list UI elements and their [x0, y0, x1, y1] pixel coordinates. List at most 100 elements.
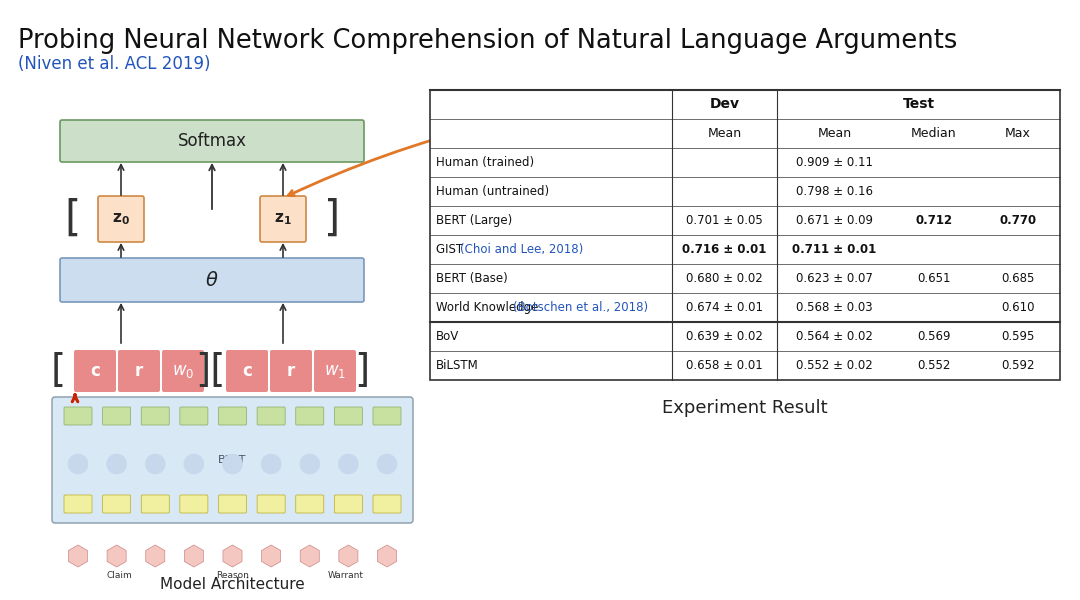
Circle shape [261, 454, 281, 474]
Text: GIST: GIST [436, 243, 467, 256]
FancyBboxPatch shape [180, 407, 207, 425]
FancyBboxPatch shape [75, 350, 116, 392]
Text: 0.680 ± 0.02: 0.680 ± 0.02 [686, 272, 762, 285]
FancyBboxPatch shape [218, 495, 246, 513]
Text: r: r [287, 362, 295, 380]
Text: 0.610: 0.610 [1001, 301, 1035, 314]
Text: 0.639 ± 0.02: 0.639 ± 0.02 [686, 330, 762, 343]
FancyBboxPatch shape [60, 120, 364, 162]
Circle shape [300, 454, 320, 474]
Bar [430, 90, 1059, 380]
Text: $w_0$: $w_0$ [172, 362, 194, 380]
Text: 0.564 ± 0.02: 0.564 ± 0.02 [796, 330, 873, 343]
Text: $\mathbf{z_1}$: $\mathbf{z_1}$ [274, 211, 292, 227]
Circle shape [184, 454, 204, 474]
Text: Test: Test [903, 97, 934, 112]
Text: (Botschen et al., 2018): (Botschen et al., 2018) [513, 301, 648, 314]
Text: Human (untrained): Human (untrained) [436, 185, 549, 198]
Text: 0.671 ± 0.09: 0.671 ± 0.09 [796, 214, 873, 227]
FancyBboxPatch shape [335, 495, 363, 513]
Text: 0.568 ± 0.03: 0.568 ± 0.03 [796, 301, 873, 314]
Text: Mean: Mean [707, 127, 742, 140]
Text: Reason: Reason [216, 571, 248, 580]
Text: 0.909 ± 0.11: 0.909 ± 0.11 [796, 156, 873, 169]
FancyBboxPatch shape [162, 350, 204, 392]
Text: $\theta$: $\theta$ [205, 271, 219, 289]
FancyBboxPatch shape [64, 407, 92, 425]
Text: 0.651: 0.651 [917, 272, 950, 285]
Text: $\mathbf{z_0}$: $\mathbf{z_0}$ [112, 211, 130, 227]
FancyBboxPatch shape [52, 397, 413, 523]
Text: [: [ [51, 352, 66, 390]
Text: Softmax: Softmax [177, 132, 246, 150]
Text: Model Architecture: Model Architecture [160, 577, 305, 592]
Text: Human (trained): Human (trained) [436, 156, 535, 169]
Text: 0.592: 0.592 [1001, 359, 1035, 372]
Text: BoV: BoV [436, 330, 459, 343]
FancyBboxPatch shape [103, 495, 131, 513]
FancyBboxPatch shape [296, 495, 324, 513]
Circle shape [222, 454, 243, 474]
FancyBboxPatch shape [373, 407, 401, 425]
FancyBboxPatch shape [64, 495, 92, 513]
FancyBboxPatch shape [257, 495, 285, 513]
FancyBboxPatch shape [98, 196, 144, 242]
Text: ]: ] [324, 198, 340, 240]
Text: 0.623 ± 0.07: 0.623 ± 0.07 [796, 272, 873, 285]
FancyBboxPatch shape [260, 196, 306, 242]
Text: 0.711 ± 0.01: 0.711 ± 0.01 [793, 243, 877, 256]
Text: $w_1$: $w_1$ [324, 362, 346, 380]
Text: ]: ] [354, 352, 369, 390]
FancyBboxPatch shape [335, 407, 363, 425]
Text: 0.798 ± 0.16: 0.798 ± 0.16 [796, 185, 873, 198]
Text: Median: Median [912, 127, 957, 140]
Text: $z_j^{(i)} = \theta[c^{(i)}; \boldsymbol{r}^{(i)}; \boldsymbol{w}_j^{(i)}]$: $z_j^{(i)} = \theta[c^{(i)}; \boldsymbol… [496, 92, 704, 128]
Circle shape [68, 454, 87, 474]
FancyBboxPatch shape [314, 350, 356, 392]
FancyBboxPatch shape [103, 407, 131, 425]
FancyBboxPatch shape [218, 407, 246, 425]
Text: 0.674 ± 0.01: 0.674 ± 0.01 [686, 301, 762, 314]
Text: [: [ [64, 198, 80, 240]
FancyBboxPatch shape [141, 407, 170, 425]
Text: World Knowledge: World Knowledge [436, 301, 542, 314]
Text: 0.552 ± 0.02: 0.552 ± 0.02 [796, 359, 873, 372]
Text: Warrant: Warrant [328, 571, 364, 580]
FancyBboxPatch shape [141, 495, 170, 513]
Text: BERT: BERT [218, 455, 246, 465]
FancyBboxPatch shape [296, 407, 324, 425]
FancyBboxPatch shape [180, 495, 207, 513]
Text: BiLSTM: BiLSTM [436, 359, 478, 372]
Text: 0.712: 0.712 [916, 214, 953, 227]
Text: BERT (Base): BERT (Base) [436, 272, 508, 285]
FancyBboxPatch shape [257, 407, 285, 425]
FancyBboxPatch shape [373, 495, 401, 513]
Text: 0.716 ± 0.01: 0.716 ± 0.01 [683, 243, 767, 256]
Text: c: c [90, 362, 100, 380]
Text: 0.569: 0.569 [917, 330, 950, 343]
Text: (Choi and Lee, 2018): (Choi and Lee, 2018) [460, 243, 583, 256]
Text: Claim: Claim [106, 571, 132, 580]
Text: 0.770: 0.770 [999, 214, 1037, 227]
Text: c: c [242, 362, 252, 380]
Text: (Niven et al. ACL 2019): (Niven et al. ACL 2019) [18, 55, 211, 73]
Text: Max: Max [1005, 127, 1031, 140]
Text: Probing Neural Network Comprehension of Natural Language Arguments: Probing Neural Network Comprehension of … [18, 28, 957, 54]
FancyBboxPatch shape [118, 350, 160, 392]
Text: 0.552: 0.552 [917, 359, 950, 372]
Text: 0.701 ± 0.05: 0.701 ± 0.05 [686, 214, 762, 227]
Circle shape [338, 454, 359, 474]
Circle shape [107, 454, 126, 474]
Text: 0.595: 0.595 [1001, 330, 1035, 343]
Text: Mean: Mean [818, 127, 851, 140]
Text: ][: ][ [194, 352, 226, 390]
Text: 0.685: 0.685 [1001, 272, 1035, 285]
FancyBboxPatch shape [60, 258, 364, 302]
FancyBboxPatch shape [226, 350, 268, 392]
Text: r: r [135, 362, 144, 380]
Circle shape [145, 454, 165, 474]
Text: Dev: Dev [710, 97, 740, 112]
Text: 0.658 ± 0.01: 0.658 ± 0.01 [686, 359, 762, 372]
Circle shape [377, 454, 397, 474]
FancyBboxPatch shape [270, 350, 312, 392]
